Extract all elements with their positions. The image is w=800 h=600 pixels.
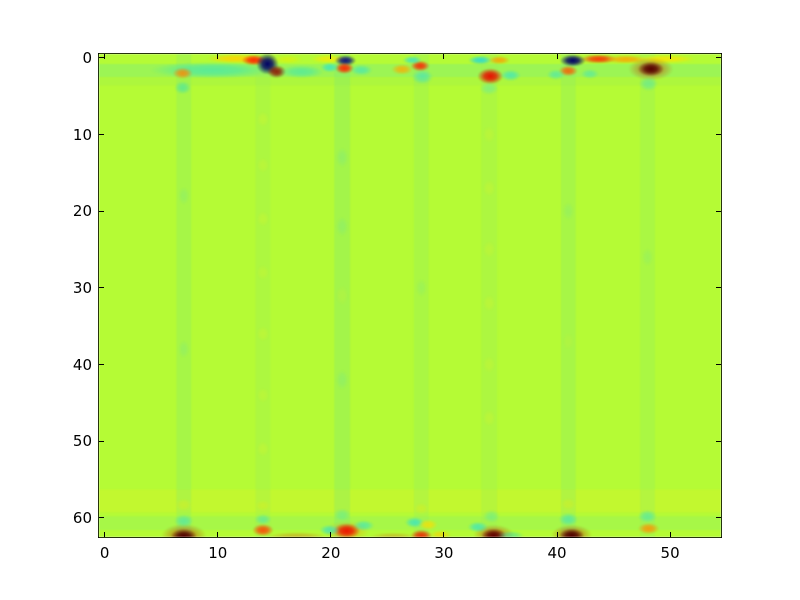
y-axis-right-tick [716,440,721,442]
y-axis-tick [99,440,104,442]
x-axis-tick [669,532,671,537]
y-axis-right-tick [716,134,721,135]
x-axis-top-tick [556,54,558,59]
x-tick-label: 0 [99,544,110,562]
y-tick-label: 10 [72,125,92,144]
x-axis-top-tick [104,54,106,59]
y-axis-tick [99,57,104,59]
y-axis-right-tick [716,210,721,212]
heatmap-image [99,54,721,537]
x-axis-tick [217,532,219,537]
x-tick-label: 50 [660,544,680,562]
y-tick-label: 20 [72,202,92,221]
y-tick-label: 50 [72,432,92,451]
y-axis-right-tick [716,517,721,519]
y-axis-right-tick [716,57,721,59]
x-axis-tick [556,532,558,537]
y-tick-label: 0 [82,48,92,67]
y-axis-tick [99,517,104,519]
plot-area [98,53,722,538]
x-tick-label: 10 [208,544,228,562]
y-axis-right-tick [716,364,721,365]
x-tick-label: 30 [434,544,454,562]
y-axis-tick [99,210,104,212]
y-axis-tick [99,134,104,135]
x-axis-top-tick [443,54,445,59]
y-axis-tick [99,364,104,365]
x-axis-tick [104,532,106,537]
x-tick-label: 20 [321,544,341,562]
x-axis-top-tick [217,54,219,59]
y-axis-tick [99,287,104,289]
x-axis-top-tick [669,54,671,59]
x-axis-tick [443,532,445,537]
x-axis-tick [330,532,332,537]
y-tick-label: 30 [72,278,92,297]
x-axis-top-tick [330,54,332,59]
y-axis-right-tick [716,287,721,289]
x-tick-label: 40 [547,544,567,562]
y-tick-label: 60 [72,508,92,527]
y-tick-label: 40 [72,355,92,374]
